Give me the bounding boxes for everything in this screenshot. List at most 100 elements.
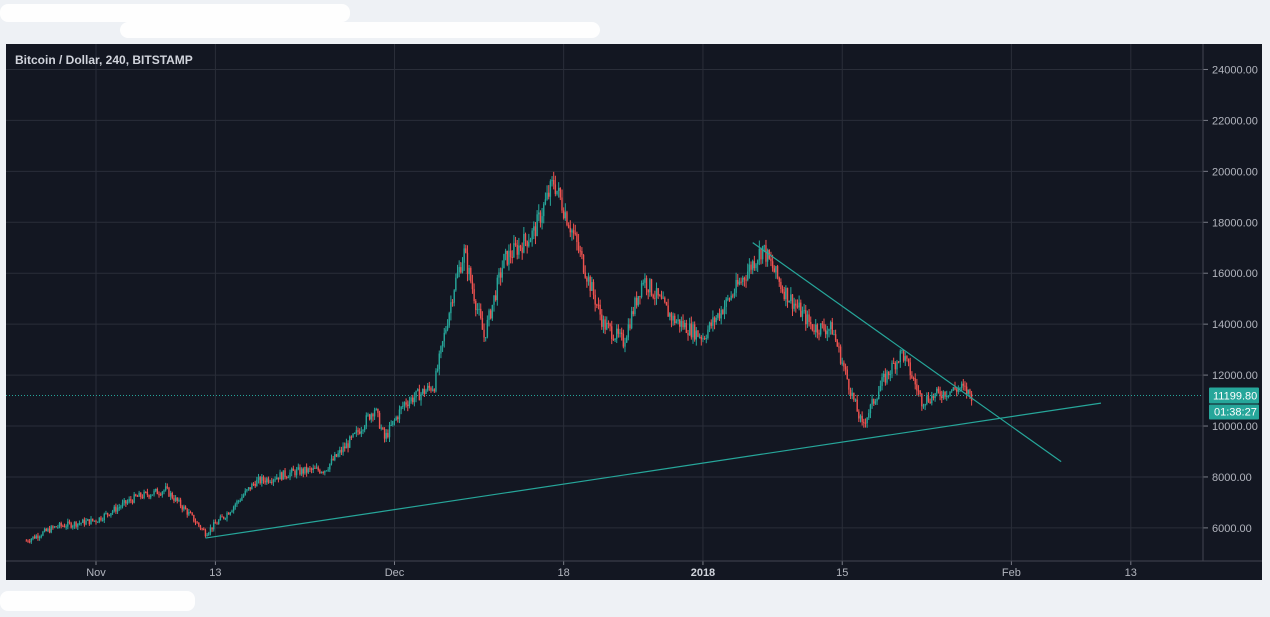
candle-body: [859, 415, 862, 419]
candle-body: [141, 496, 144, 498]
candle-body: [612, 339, 615, 341]
candle-body: [52, 526, 54, 528]
candle-body: [72, 525, 74, 528]
candle-body: [534, 226, 537, 237]
candle-body: [758, 248, 761, 261]
candle-body: [446, 325, 449, 330]
candle-body: [327, 469, 329, 471]
candle-body: [630, 311, 633, 329]
candle-body: [629, 324, 631, 329]
candle-body: [936, 388, 938, 394]
candle-body: [400, 406, 402, 410]
candle-body: [90, 518, 92, 525]
candle-body: [471, 281, 474, 290]
candle-body: [932, 395, 935, 398]
candle-body: [385, 432, 387, 439]
candle-body: [942, 391, 945, 399]
candle-body: [531, 230, 533, 240]
candle-body: [571, 230, 573, 233]
candle-body: [78, 523, 81, 525]
candle-body: [556, 190, 558, 194]
candle-body: [269, 481, 271, 483]
candle-body: [803, 310, 805, 312]
candle-body: [718, 313, 721, 319]
candle-body: [733, 292, 736, 296]
y-tick-label: 18000.00: [1212, 217, 1258, 229]
candle-body: [254, 483, 256, 487]
candle-body: [637, 296, 639, 306]
candle-body: [688, 323, 691, 336]
candle-body: [80, 522, 82, 524]
candle-body: [798, 302, 800, 308]
candle-body: [274, 479, 276, 481]
candle-body: [607, 322, 610, 324]
candle-body: [178, 499, 180, 501]
candle-body: [383, 429, 386, 439]
candle-body: [697, 330, 699, 337]
candle-body: [640, 283, 643, 297]
candle-body: [355, 430, 358, 433]
candle-body: [548, 192, 550, 197]
candle-body: [68, 521, 71, 523]
candle-body: [425, 390, 427, 394]
candle-body: [430, 387, 432, 391]
price-chart[interactable]: 24000.00 22000.00 20000.00 18000.00 16000.00…: [6, 44, 1262, 580]
candle-body: [98, 517, 101, 522]
candle-body: [362, 430, 364, 432]
candle-body: [67, 521, 69, 527]
candle-body: [546, 192, 548, 200]
candle-body: [194, 521, 197, 523]
candle-body: [587, 276, 590, 282]
candle-body: [150, 495, 152, 498]
candle-body: [728, 298, 731, 300]
candle-body: [723, 306, 726, 314]
candle-body: [470, 268, 472, 282]
candle-body: [458, 267, 460, 273]
candle-body: [325, 470, 328, 472]
candle-body: [856, 399, 858, 412]
candle-body: [335, 454, 338, 457]
candle-body: [642, 282, 644, 284]
y-tick-label: 24000.00: [1212, 64, 1258, 76]
candle-body: [357, 430, 359, 432]
candle-body: [518, 245, 520, 255]
x-tick-label: 13: [209, 567, 221, 579]
candle-body: [221, 516, 223, 518]
candle-body: [740, 281, 742, 283]
candle-body: [415, 390, 417, 398]
candle-body: [108, 514, 110, 516]
candle-body: [909, 362, 911, 376]
candle-body: [679, 319, 681, 327]
candle-body: [53, 526, 56, 528]
candle-body: [297, 467, 300, 470]
candle-body: [289, 472, 291, 478]
candle-body: [96, 521, 99, 523]
candle-body: [77, 523, 79, 527]
candle-body: [30, 538, 33, 542]
chart-title: Bitcoin / Dollar, 240, BITSTAMP: [15, 53, 193, 67]
chart-frame[interactable]: 24000.00 22000.00 20000.00 18000.00 16000.00…: [6, 44, 1262, 580]
candle-body: [244, 490, 246, 495]
candle-body: [209, 527, 212, 533]
candle-body: [496, 277, 499, 301]
candle-body: [738, 281, 741, 285]
candle-body: [314, 467, 316, 469]
candle-body: [421, 388, 424, 394]
candle-body: [743, 277, 746, 280]
candle-body: [569, 227, 571, 233]
candle-body: [473, 289, 475, 301]
candle-body: [806, 314, 809, 325]
candle-body: [231, 510, 233, 513]
candle-body: [964, 385, 966, 387]
candle-body: [838, 346, 840, 348]
candle-body: [602, 319, 605, 327]
candle-body: [460, 267, 462, 273]
candle-body: [208, 532, 210, 535]
candle-body: [775, 266, 777, 273]
candle-body: [436, 369, 439, 371]
candle-body: [267, 478, 270, 483]
blur-patch-bottom: [0, 591, 195, 611]
candle-body: [227, 513, 230, 515]
candle-body: [176, 497, 178, 501]
candle-body: [645, 278, 648, 290]
